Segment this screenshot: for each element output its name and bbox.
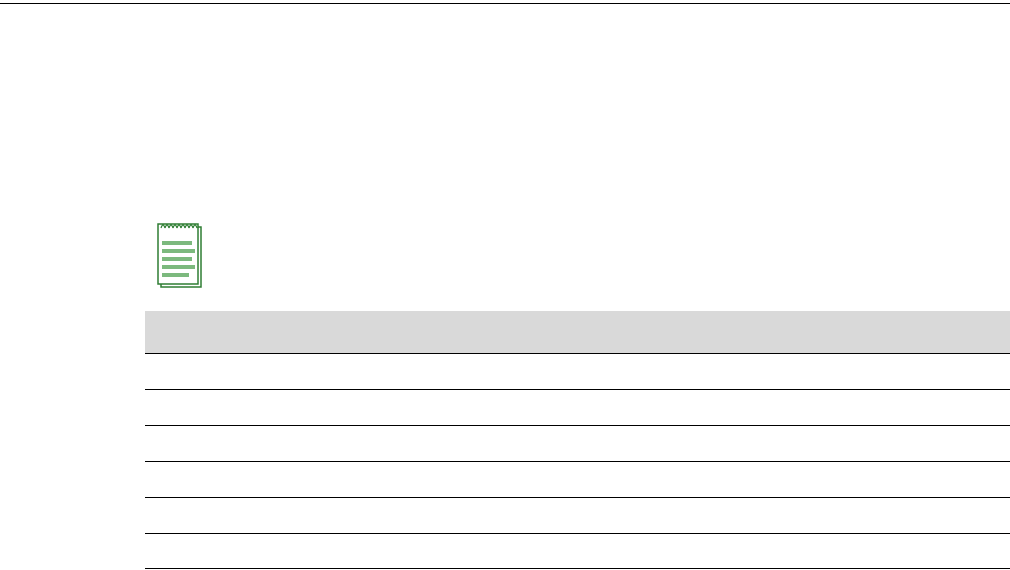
table-header [145,311,1010,353]
note-icon [157,223,202,288]
table [145,311,1010,569]
